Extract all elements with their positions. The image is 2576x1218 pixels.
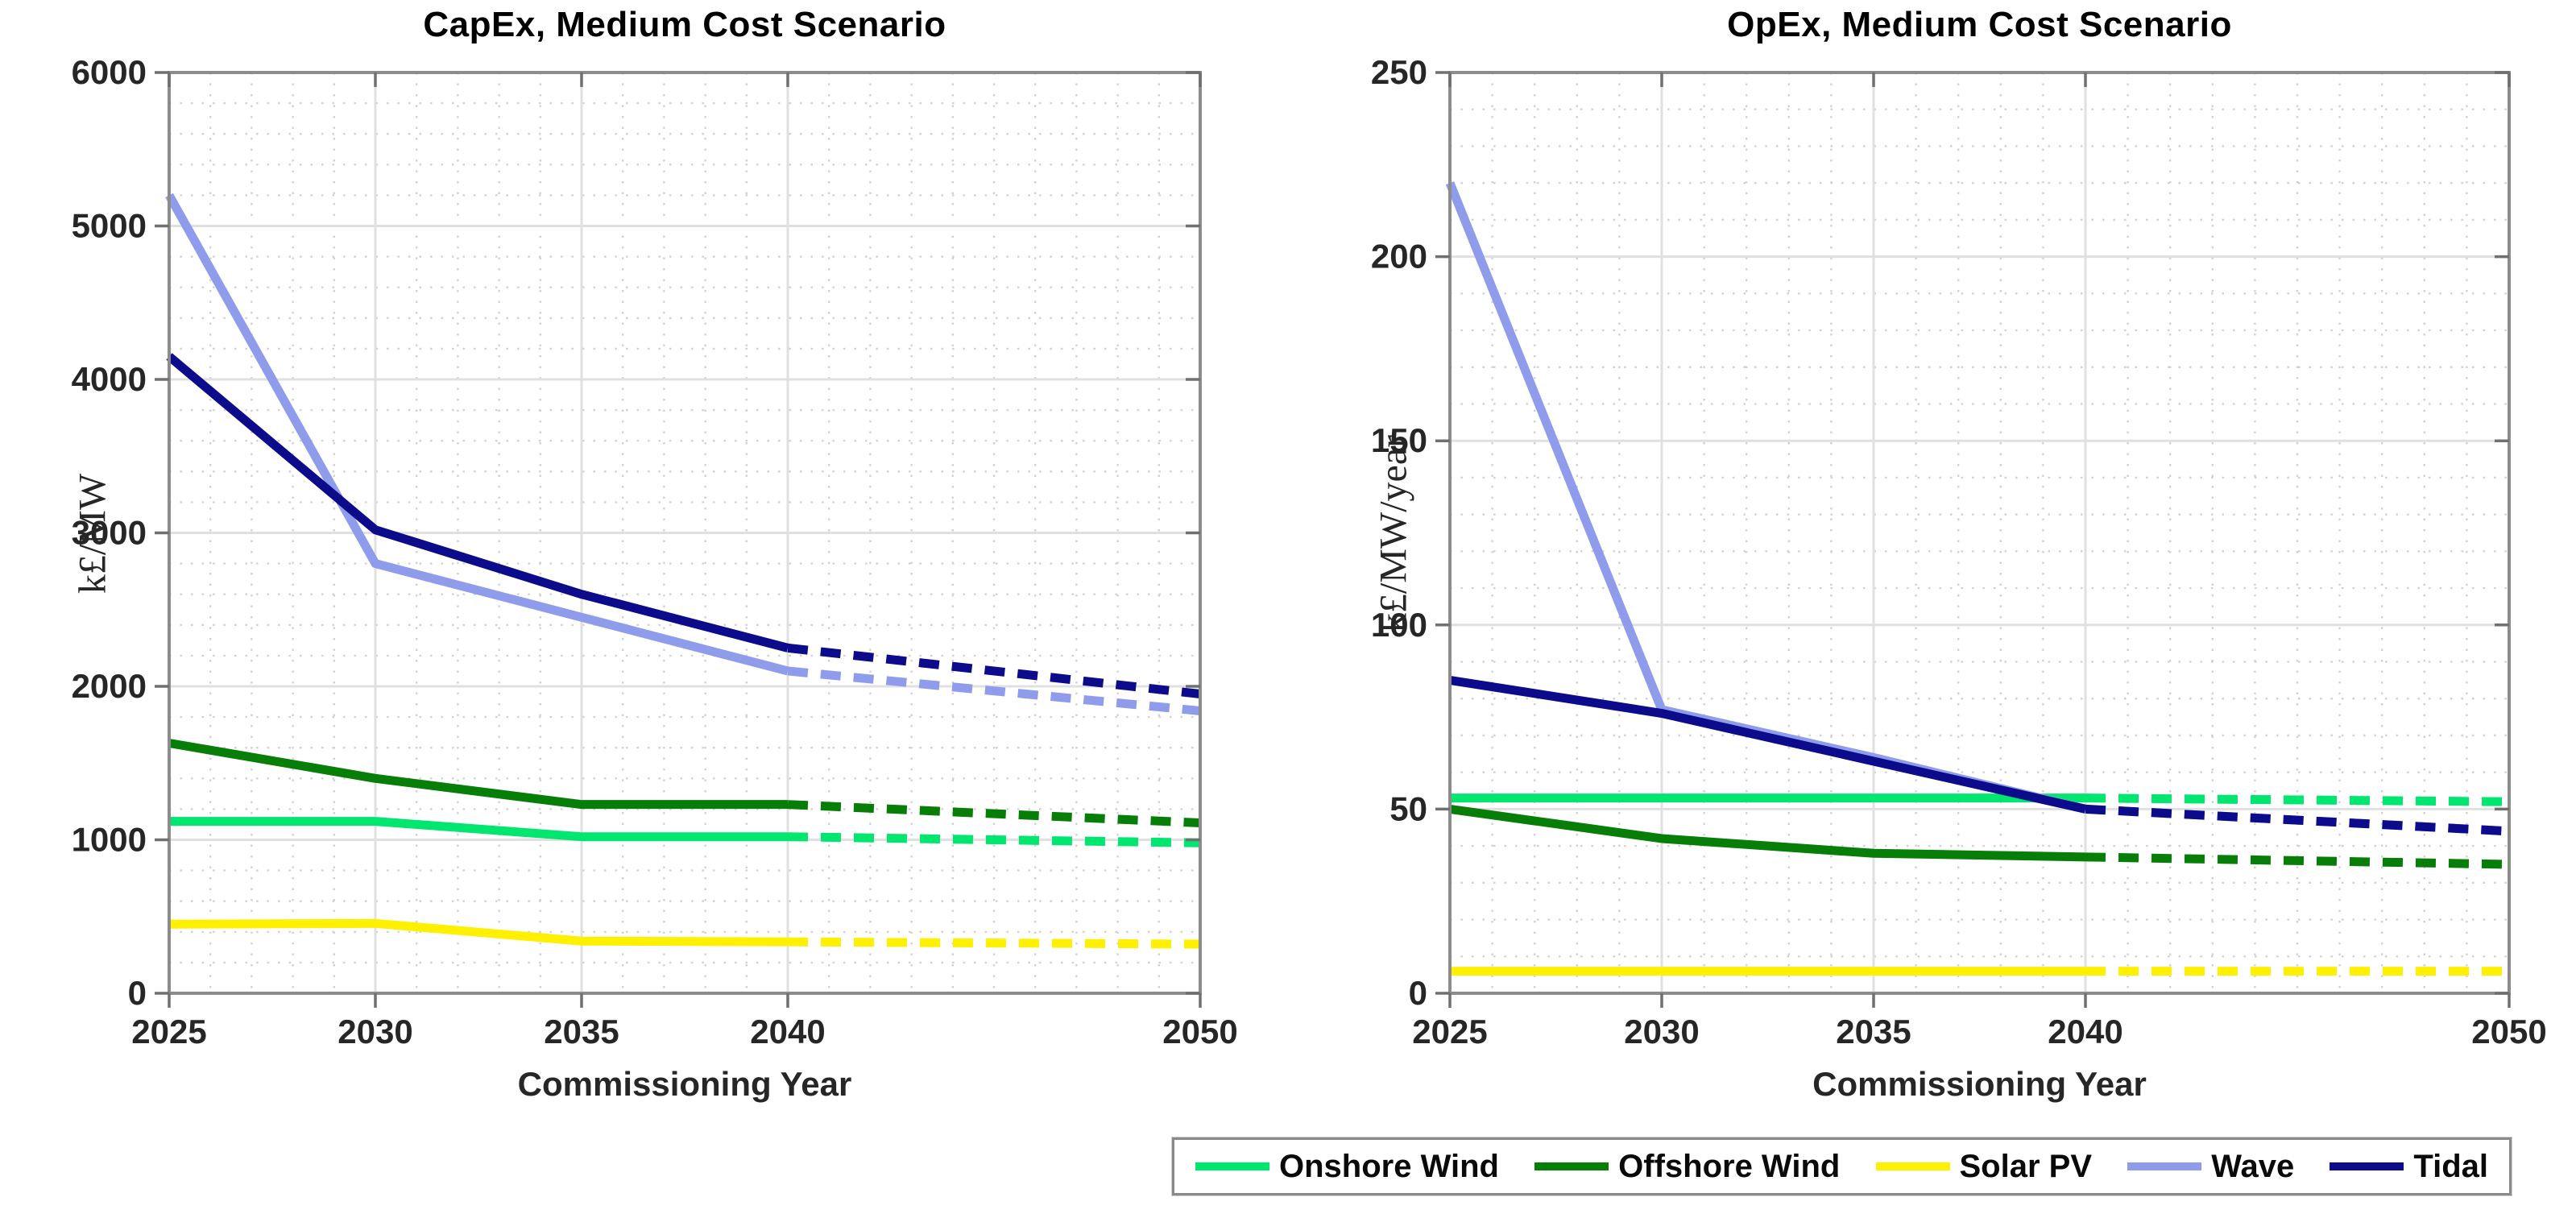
- x-tick-label: 2030: [1624, 1013, 1699, 1050]
- opex-y-axis-label: k£/MW/year: [1372, 434, 1415, 633]
- legend-swatch: [1875, 1162, 1950, 1170]
- series-line-dotted-solar-pv: [787, 937, 1201, 949]
- capex-plot-area: 2025 2030 2035 2040 2050 0 1000 2000 3000 4000 500…: [72, 53, 1238, 1050]
- opex-plot-area: 2025 2030 2035 2040 2050 0 50 100 150 200 250: [1371, 53, 2547, 1050]
- y-tick-label: 4000: [72, 360, 147, 398]
- y-tick-label: 2000: [72, 667, 147, 705]
- series-line-dotted-onshore-wind: [787, 832, 1201, 847]
- legend: Onshore Wind Offshore Wind Solar PV Wave Tid…: [1172, 1137, 2512, 1195]
- legend-item-offshore-wind: Offshore Wind: [1534, 1149, 1840, 1185]
- series-line-dotted-offshore-wind: [787, 800, 1201, 828]
- series-line-solid-offshore-wind: [168, 739, 788, 810]
- y-tick-label: 3000: [72, 514, 147, 552]
- series-line-dotted-offshore-wind: [2085, 852, 2510, 869]
- y-tick-label: 5000: [72, 207, 147, 245]
- y-tick-label: 6000: [72, 53, 147, 91]
- legend-label: Tidal: [2413, 1148, 2488, 1184]
- series-line-dotted-wave: [787, 666, 1201, 715]
- y-tick-label: 0: [1409, 974, 1427, 1012]
- series-line-dotted-tidal: [2085, 804, 2510, 836]
- x-tick-label: 2025: [1412, 1013, 1487, 1050]
- opex-x-axis-label: Commissioning Year: [1812, 1065, 2147, 1103]
- series-line-solid-offshore-wind: [1449, 804, 2086, 862]
- series-line-dotted-onshore-wind: [2085, 793, 2510, 806]
- y-tick-label: 50: [1389, 789, 1427, 827]
- capex-title: CapEx, Medium Cost Scenario: [423, 5, 946, 44]
- capex-y-axis-label: k£/MW: [71, 473, 114, 594]
- series-line-solid-tidal: [1449, 675, 2087, 814]
- series-line-solid-wave: [165, 193, 789, 676]
- series-line-solid-solar-pv: [168, 918, 789, 947]
- axes-box: [1448, 71, 2511, 995]
- legend-swatch: [1195, 1162, 1269, 1170]
- y-tick-label: 1000: [72, 821, 147, 859]
- legend-label: Offshore Wind: [1618, 1148, 1841, 1184]
- x-tick-label: 2025: [131, 1013, 206, 1050]
- x-tick-label: 2050: [1162, 1013, 1237, 1050]
- y-tick-label: 150: [1371, 421, 1427, 459]
- x-tick-label: 2035: [544, 1013, 619, 1050]
- legend-item-solar-pv: Solar PV: [1875, 1148, 2093, 1185]
- legend-swatch: [1534, 1162, 1609, 1170]
- series-line-solid-wave: [1445, 181, 2087, 814]
- y-tick-label: 250: [1371, 53, 1427, 91]
- legend-item-tidal: Tidal: [2330, 1149, 2488, 1185]
- legend-item-onshore-wind: Onshore Wind: [1195, 1149, 1499, 1185]
- series-line-solid-onshore-wind: [169, 817, 788, 842]
- capex-chart: 2025 2030 2035 2040 2050 0 1000 2000 3000 4000 500…: [0, 0, 1257, 1218]
- legend-swatch: [2330, 1162, 2404, 1170]
- series-line-dotted-tidal: [787, 643, 1201, 698]
- y-tick-label: 0: [128, 974, 147, 1012]
- x-tick-label: 2035: [1836, 1013, 1911, 1050]
- opex-title: OpEx, Medium Cost Scenario: [1727, 5, 2232, 44]
- legend-item-wave: Wave: [2127, 1149, 2294, 1185]
- x-tick-label: 2030: [338, 1013, 412, 1050]
- legend-swatch: [2127, 1162, 2202, 1170]
- legend-label: Solar PV: [1959, 1148, 2093, 1184]
- capex-x-axis-label: Commissioning Year: [517, 1065, 852, 1103]
- x-tick-label: 2040: [2048, 1013, 2123, 1050]
- series-line-solid-tidal: [166, 353, 789, 652]
- x-tick-label: 2040: [750, 1013, 825, 1050]
- x-tick-label: 2050: [2471, 1013, 2546, 1050]
- y-tick-label: 200: [1371, 238, 1427, 276]
- legend-label: Onshore Wind: [1279, 1148, 1499, 1184]
- opex-chart: 2025 2030 2035 2040 2050 0 50 100 150 200 250 OpEx…: [1257, 0, 2576, 1218]
- y-tick-label: 100: [1371, 606, 1427, 644]
- legend-label: Wave: [2211, 1148, 2295, 1184]
